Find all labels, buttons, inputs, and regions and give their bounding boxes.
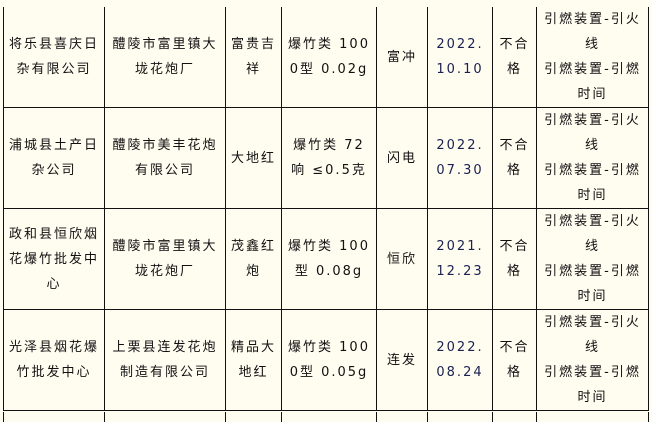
buyer-cell: 光泽县烟花爆竹批发中心	[3, 309, 105, 411]
buyer-cell: 浦城县土产日杂公司	[3, 107, 105, 209]
table-border	[281, 412, 282, 422]
table-border	[3, 412, 4, 422]
failed-item: 引燃装置-引燃时间	[544, 62, 641, 102]
product-cell: 茂鑫红炮	[225, 208, 282, 310]
items-cell: 引燃装置-引火线 引燃装置-引燃时间	[536, 208, 649, 310]
table-border	[536, 412, 537, 422]
spec-cell: 爆竹类 1000型 0.05g	[281, 309, 377, 411]
buyer-cell: 政和县恒欣烟花爆竹批发中心	[3, 208, 105, 310]
maker-cell: 醴陵市富里镇大垅花炮厂	[104, 208, 226, 310]
product-cell: 精品大地红	[225, 309, 282, 411]
failed-item: 引燃装置-引燃时间	[544, 365, 641, 405]
result-cell: 不合格	[492, 309, 537, 411]
date-cell: 2022.08.24	[427, 309, 493, 411]
maker-cell: 上栗县连发花炮制造有限公司	[104, 309, 226, 411]
table-border	[104, 412, 105, 422]
brand-cell: 连发	[376, 309, 428, 411]
table-row: 光泽县烟花爆竹批发中心 上栗县连发花炮制造有限公司 精品大地红 爆竹类 1000型 0…	[3, 309, 649, 411]
product-cell: 大地红	[225, 107, 282, 209]
table-border	[648, 412, 649, 422]
maker-cell: 醴陵市美丰花炮有限公司	[104, 107, 226, 209]
result-cell: 不合格	[492, 7, 537, 108]
maker-cell: 醴陵市富里镇大垅花炮厂	[104, 7, 226, 108]
result-cell: 不合格	[492, 208, 537, 310]
table-border	[225, 412, 226, 422]
date-cell: 2021.12.23	[427, 208, 493, 310]
date-cell: 2022.07.30	[427, 107, 493, 209]
failed-item: 引燃装置-引燃时间	[544, 264, 641, 304]
items-cell: 引燃装置-引火线 引燃装置-引燃时间	[536, 309, 649, 411]
spec-cell: 爆竹类 72响 ≤0.5克	[281, 107, 377, 209]
failed-item: 引燃装置-引火线	[544, 214, 641, 254]
failed-item: 引燃装置-引火线	[544, 315, 641, 355]
brand-cell: 富冲	[376, 7, 428, 108]
items-cell: 引燃装置-引火线 引燃装置-引燃时间	[536, 7, 649, 108]
failed-item: 引燃装置-引火线	[544, 113, 641, 153]
table-row: 将乐县喜庆日杂有限公司 醴陵市富里镇大垅花炮厂 富贵吉祥 爆竹类 1000型 0.02…	[3, 7, 649, 108]
spec-cell: 爆竹类 1000型 0.02g	[281, 7, 377, 108]
spec-cell: 爆竹类 100型 0.08g	[281, 208, 377, 310]
inspection-table: 将乐县喜庆日杂有限公司 醴陵市富里镇大垅花炮厂 富贵吉祥 爆竹类 1000型 0.02…	[3, 7, 649, 411]
result-cell: 不合格	[492, 107, 537, 209]
brand-cell: 闪电	[376, 107, 428, 209]
table-row: 政和县恒欣烟花爆竹批发中心 醴陵市富里镇大垅花炮厂 茂鑫红炮 爆竹类 100型 0.0…	[3, 208, 649, 310]
buyer-cell: 将乐县喜庆日杂有限公司	[3, 7, 105, 108]
failed-item: 引燃装置-引火线	[544, 12, 641, 52]
brand-cell: 恒欣	[376, 208, 428, 310]
table-border	[492, 412, 493, 422]
date-cell: 2022.10.10	[427, 7, 493, 108]
failed-item: 引燃装置-引燃时间	[544, 163, 641, 203]
table-row: 浦城县土产日杂公司 醴陵市美丰花炮有限公司 大地红 爆竹类 72响 ≤0.5克 闪电 20…	[3, 107, 649, 209]
product-cell: 富贵吉祥	[225, 7, 282, 108]
items-cell: 引燃装置-引火线 引燃装置-引燃时间	[536, 107, 649, 209]
table-border	[376, 412, 377, 422]
table-border	[427, 412, 428, 422]
